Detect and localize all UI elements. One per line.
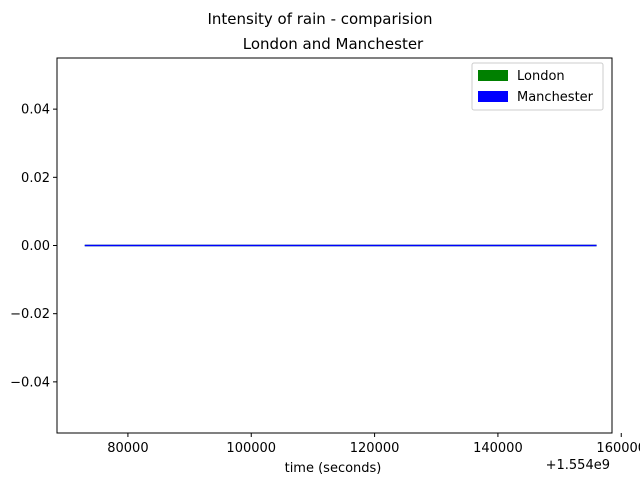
x-offset-label: +1.554e9 — [546, 458, 610, 473]
x-tick-label: 80000 — [107, 441, 148, 456]
plot-frame — [56, 57, 613, 434]
y-tick-label: 0.00 — [21, 239, 50, 254]
x-tick-label: 120000 — [350, 441, 400, 456]
y-axis: 0.04 0.02 0.00 −0.02 −0.04 — [10, 103, 57, 390]
y-tick-label: −0.02 — [10, 307, 50, 322]
chart-title: Intensity of rain - comparision — [207, 10, 432, 28]
legend-swatch-manchester — [478, 91, 508, 102]
x-axis-label: time (seconds) — [285, 461, 382, 476]
legend-swatch-london — [478, 70, 508, 81]
legend-label-london: London — [517, 69, 565, 84]
legend: London Manchester — [471, 62, 604, 111]
x-tick-label: 140000 — [473, 441, 523, 456]
legend-label-manchester: Manchester — [517, 90, 594, 105]
x-tick-label: 100000 — [226, 441, 276, 456]
y-tick-label: 0.02 — [21, 171, 50, 186]
y-tick-label: 0.04 — [21, 103, 50, 118]
y-tick-label: −0.04 — [10, 375, 50, 390]
chart-subtitle: London and Manchester — [243, 35, 424, 53]
